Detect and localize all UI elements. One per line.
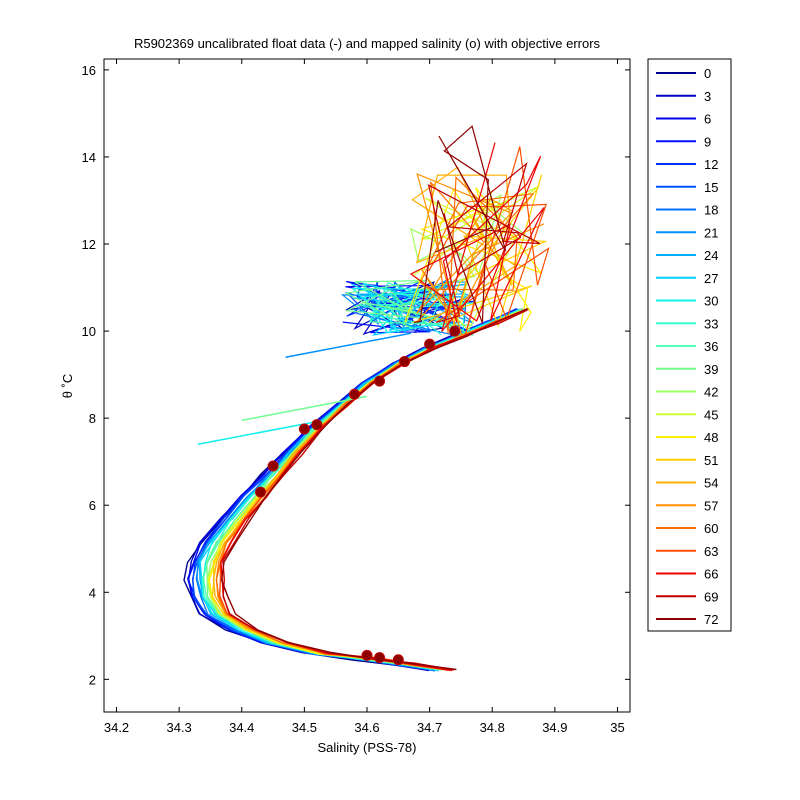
- legend-label: 30: [704, 294, 718, 309]
- series-upper-line: [345, 279, 467, 336]
- series-line: [195, 309, 519, 671]
- legend: 0369121518212427303336394245485154576063…: [656, 66, 718, 627]
- legend-label: 33: [704, 316, 718, 331]
- mapped-salinity-point: [361, 649, 373, 661]
- legend-label: 63: [704, 544, 718, 559]
- y-tick-label: 10: [82, 324, 96, 339]
- legend-label: 6: [704, 112, 711, 127]
- x-tick-label: 34.4: [229, 720, 254, 735]
- series-line: [196, 308, 523, 671]
- y-axis-label: θ ˚C: [60, 374, 75, 399]
- mapped-salinity-point: [424, 338, 436, 350]
- y-tick-label: 8: [89, 411, 96, 426]
- series-upper-line: [416, 172, 545, 335]
- mapped-salinity-point: [392, 654, 404, 666]
- legend-label: 54: [704, 476, 718, 491]
- plot-data: [183, 125, 550, 672]
- x-tick-label: 34.5: [292, 720, 317, 735]
- legend-label: 45: [704, 407, 718, 422]
- legend-label: 48: [704, 430, 718, 445]
- y-tick-label: 16: [82, 63, 96, 78]
- series-upper-line: [411, 166, 517, 323]
- series-branch: [285, 332, 411, 358]
- series-line: [220, 307, 528, 671]
- series-branch: [241, 395, 368, 422]
- mapped-salinity-point: [311, 419, 323, 431]
- x-tick-label: 34.9: [542, 720, 567, 735]
- y-tick-label: 14: [82, 150, 96, 165]
- series-line: [192, 308, 518, 672]
- series-upper-line: [427, 162, 541, 323]
- x-tick-label: 34.3: [166, 720, 191, 735]
- x-tick-label: 35: [610, 720, 624, 735]
- legend-label: 27: [704, 271, 718, 286]
- mapped-salinity-point: [374, 652, 386, 664]
- legend-label: 66: [704, 567, 718, 582]
- y-axis: 2 4 6 8 10 12 14 16: [82, 63, 630, 687]
- mapped-salinity-point: [255, 486, 267, 498]
- legend-label: 0: [704, 66, 711, 81]
- series-upper-line: [409, 142, 545, 332]
- legend-label: 60: [704, 521, 718, 536]
- y-tick-label: 12: [82, 237, 96, 252]
- legend-label: 12: [704, 157, 718, 172]
- x-tick-label: 34.8: [480, 720, 505, 735]
- legend-label: 39: [704, 362, 718, 377]
- chart-title: R5902369 uncalibrated float data (-) and…: [134, 36, 601, 51]
- mapped-salinity-point: [399, 356, 411, 368]
- x-tick-label: 34.2: [104, 720, 129, 735]
- x-tick-label: 34.6: [354, 720, 379, 735]
- mapped-salinity-point: [348, 388, 360, 400]
- legend-label: 3: [704, 89, 711, 104]
- legend-label: 24: [704, 248, 718, 263]
- y-tick-label: 2: [89, 672, 96, 687]
- legend-label: 69: [704, 589, 718, 604]
- y-tick-label: 4: [89, 585, 96, 600]
- series-upper-line: [344, 279, 453, 330]
- x-axis: 34.2 34.3 34.4 34.5 34.6 34.7 34.8 34.9 35: [104, 59, 625, 735]
- mapped-salinity-point: [267, 460, 279, 472]
- mapped-salinity-point: [374, 375, 386, 387]
- x-axis-label: Salinity (PSS-78): [318, 740, 417, 755]
- series-line: [183, 309, 521, 670]
- series-upper-line: [351, 282, 466, 334]
- legend-label: 42: [704, 385, 718, 400]
- series-upper-line: [412, 185, 540, 331]
- mapped-salinity-point: [298, 423, 310, 435]
- series-upper-line: [413, 125, 507, 324]
- legend-label: 9: [704, 134, 711, 149]
- series-line: [191, 308, 523, 670]
- y-tick-label: 6: [89, 498, 96, 513]
- x-tick-label: 34.7: [417, 720, 442, 735]
- mapped-salinity-point: [449, 325, 461, 337]
- legend-label: 21: [704, 225, 718, 240]
- legend-label: 36: [704, 339, 718, 354]
- legend-label: 57: [704, 498, 718, 513]
- legend-label: 51: [704, 453, 718, 468]
- legend-label: 15: [704, 180, 718, 195]
- legend-label: 18: [704, 203, 718, 218]
- series-upper-line: [412, 174, 548, 328]
- legend-label: 72: [704, 612, 718, 627]
- series-upper-line: [416, 176, 535, 334]
